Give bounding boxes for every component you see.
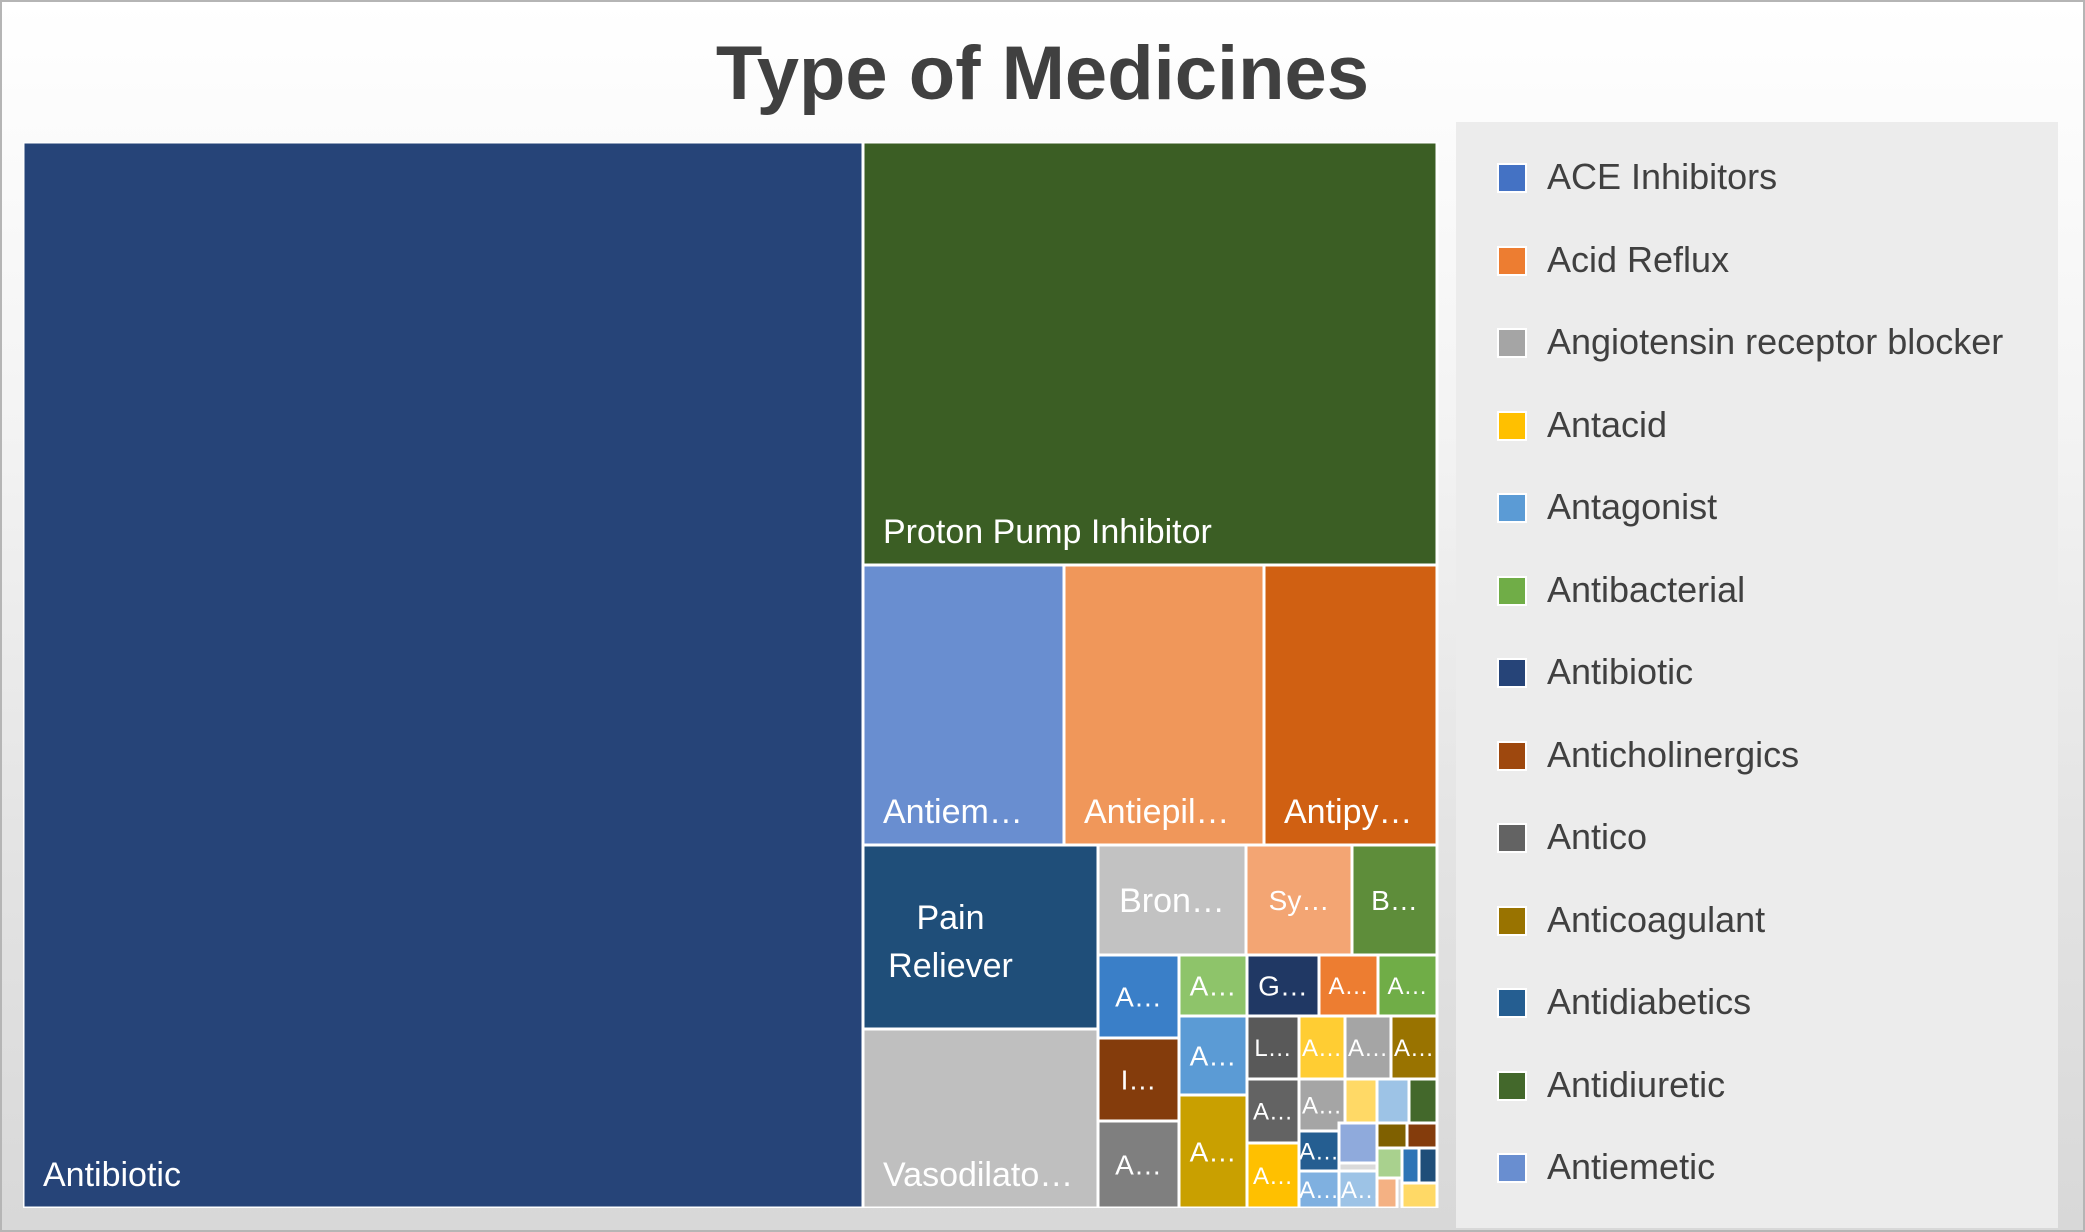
legend-label: Angiotensin receptor blocker [1547, 321, 2004, 362]
treemap-tile-label: A… [1328, 973, 1368, 1000]
treemap-tile-label: A… [1115, 981, 1162, 1012]
legend-swatch [1497, 988, 1527, 1018]
treemap-tile [1177, 953, 1249, 1018]
legend-swatch [1497, 493, 1527, 523]
treemap-tile-label: A… [1299, 1138, 1339, 1165]
treemap-tile [1096, 1036, 1181, 1123]
treemap-tile-label: Antiepil… [1084, 793, 1230, 831]
treemap-tile-label: Sy… [1269, 885, 1330, 916]
chart-title: Type of Medicines [715, 31, 1370, 116]
treemap-tile-label: A… [1299, 1177, 1339, 1204]
treemap-tile [23, 142, 865, 1208]
treemap-tile-label: A… [1190, 970, 1237, 1001]
treemap-tile [1375, 1176, 1399, 1208]
legend-label: ACE Inhibitors [1547, 156, 1778, 197]
treemap-tile [1343, 1077, 1379, 1125]
legend-label: Antacid [1547, 403, 1668, 445]
treemap-tile [1317, 953, 1380, 1018]
treemap-tile [1297, 1169, 1341, 1208]
treemap-tile-label: A… [1190, 1040, 1237, 1071]
legend-label: Antiemetic [1547, 1146, 1716, 1187]
legend-label: Antico [1547, 816, 1648, 857]
treemap-tile [1375, 1077, 1411, 1125]
legend-swatch [1497, 245, 1527, 276]
treemap-tile-label: A… [1302, 1035, 1342, 1062]
treemap-tile-label: Proton Pump Inhibitor [883, 513, 1212, 551]
treemap-tile-label: A… [1348, 1035, 1388, 1062]
treemap-tile [1400, 1146, 1421, 1185]
treemap-tile-label: Bron… [1119, 882, 1225, 920]
treemap-tile [1245, 1077, 1301, 1145]
legend-swatch [1497, 1153, 1527, 1183]
legend-swatch [1497, 328, 1527, 358]
treemap-tile-label: I… [1121, 1064, 1157, 1095]
treemap-tile-label: A… [1387, 973, 1427, 1000]
treemap-tile [1405, 1121, 1439, 1150]
treemap-tile [861, 843, 1100, 1031]
treemap-tile [861, 142, 1439, 567]
legend-label: Antibacterial [1547, 568, 1746, 610]
treemap-tile-label: Antipy… [1284, 793, 1413, 831]
treemap-tile [1096, 843, 1248, 957]
legend-swatch [1497, 410, 1527, 441]
treemap-tile [1262, 563, 1439, 847]
treemap-tile [1375, 1146, 1404, 1180]
legend-label: Antidiuretic [1547, 1063, 1726, 1105]
treemap-tile-label: G… [1258, 970, 1308, 1001]
treemap-tile [1400, 1181, 1439, 1208]
legend-swatch [1497, 658, 1527, 688]
treemap-tile [861, 563, 1066, 847]
treemap-tile [1375, 1121, 1409, 1150]
treemap-tile-label: B… [1371, 885, 1418, 916]
legend-swatch [1497, 575, 1527, 606]
treemap-tile-label: A… [1190, 1136, 1237, 1167]
legend-label: Anticoagulant [1547, 898, 1766, 940]
treemap-plot: Antibiotic Proton Pump Inhibitor Antiem… An… [23, 142, 1439, 1208]
treemap-tile [861, 1027, 1100, 1208]
legend: ACE Inhibitors Acid Reflux Angiotensin rec… [1456, 122, 2058, 1228]
treemap-tile [1245, 953, 1321, 1018]
treemap-tile [1407, 1077, 1439, 1125]
legend-label: Antidiabetics [1547, 981, 1752, 1022]
treemap-tile-label: Pain Reliever [888, 899, 1013, 985]
legend-label: Acid Reflux [1547, 238, 1730, 280]
legend-swatch [1497, 1070, 1527, 1101]
treemap-tile-label: A… [1302, 1092, 1342, 1119]
treemap-tile-label: Antibiotic [43, 1156, 181, 1194]
treemap-tile [1376, 953, 1439, 1018]
treemap-tile-label: A… [1253, 1098, 1293, 1125]
legend-swatch [1497, 823, 1527, 853]
treemap-tile-label: A… [1115, 1149, 1162, 1180]
treemap-tile-label: Antiem… [883, 793, 1023, 831]
legend-label: Anticholinergics [1547, 733, 1800, 775]
treemap-tile-label: A… [1394, 1035, 1434, 1062]
treemap-tile-label: A… [1341, 1177, 1381, 1204]
treemap-tile [1062, 563, 1266, 847]
treemap-tile [1417, 1146, 1439, 1185]
legend-swatch [1497, 740, 1527, 771]
legend-swatch [1497, 163, 1527, 193]
treemap-tile [1177, 1093, 1249, 1208]
treemap-tile-label: Vasodilato… [883, 1156, 1073, 1194]
treemap-tile [1244, 843, 1354, 957]
legend-label: Antibiotic [1547, 651, 1694, 692]
treemap-tile [1337, 1121, 1379, 1165]
treemap-tile-label: A… [1253, 1163, 1293, 1190]
legend-label: Antagonist [1547, 486, 1718, 527]
treemap-tile [1350, 843, 1439, 957]
legend-swatch [1497, 905, 1527, 936]
treemap-tile-label: L… [1254, 1035, 1291, 1062]
